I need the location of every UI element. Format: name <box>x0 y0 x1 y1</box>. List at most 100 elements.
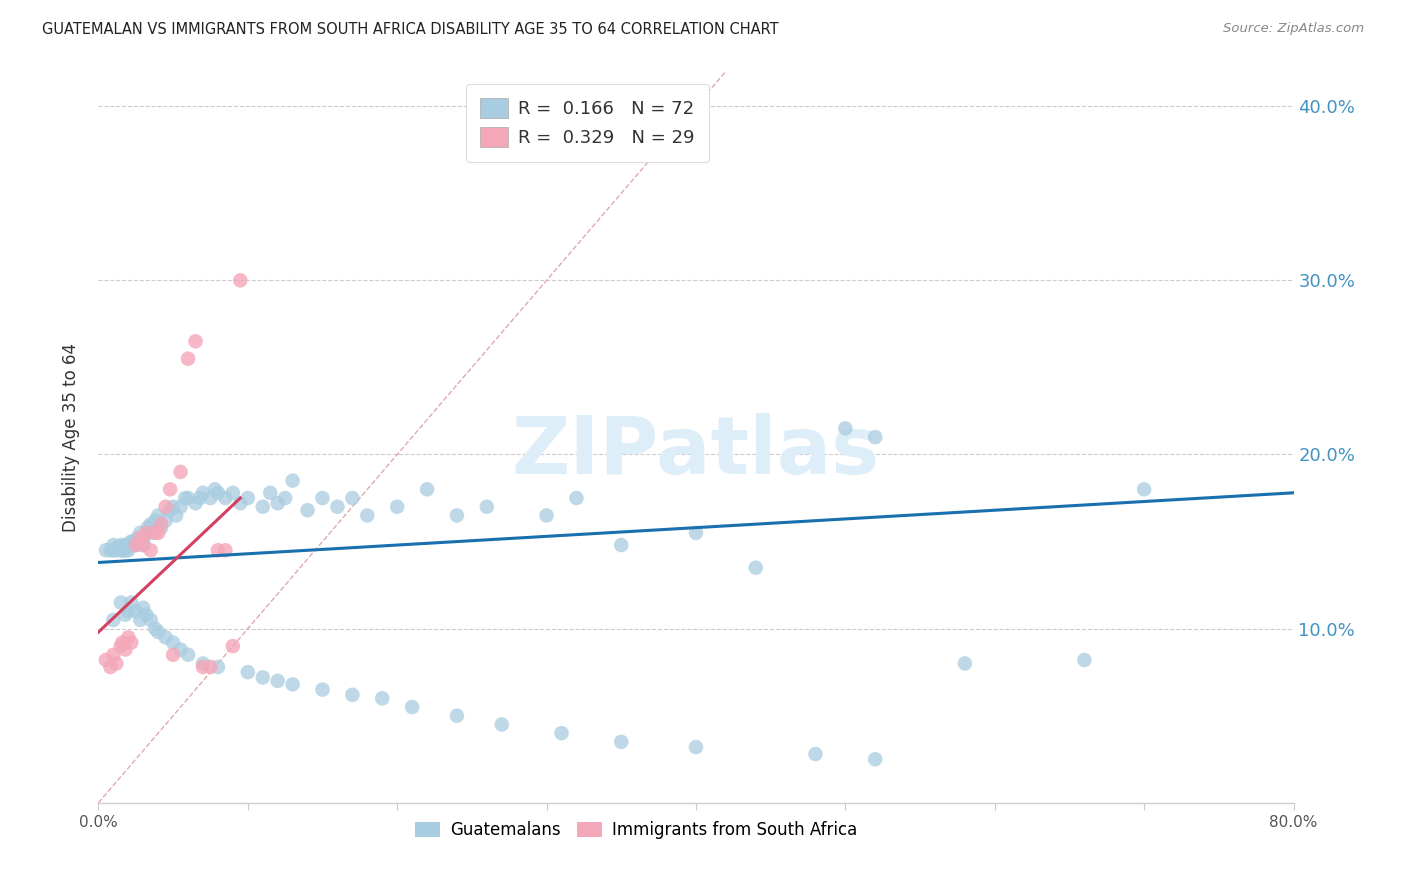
Point <box>169 642 191 657</box>
Point <box>281 677 304 691</box>
Point <box>103 648 125 662</box>
Y-axis label: Disability Age 35 to 64: Disability Age 35 to 64 <box>62 343 80 532</box>
Point <box>550 726 572 740</box>
Point <box>103 538 125 552</box>
Point <box>834 421 856 435</box>
Point <box>139 525 162 540</box>
Point <box>115 538 138 552</box>
Point <box>120 538 142 552</box>
Point <box>685 525 707 540</box>
Point <box>207 660 229 674</box>
Point <box>169 465 191 479</box>
Point <box>155 500 177 514</box>
Point <box>267 496 290 510</box>
Point <box>229 273 252 287</box>
Point <box>207 485 229 500</box>
Point <box>135 607 157 622</box>
Point <box>136 521 159 535</box>
Point <box>143 525 166 540</box>
Text: Source: ZipAtlas.com: Source: ZipAtlas.com <box>1223 22 1364 36</box>
Point <box>155 514 177 528</box>
Point <box>127 531 149 545</box>
Point <box>159 503 181 517</box>
Point <box>125 538 148 552</box>
Text: GUATEMALAN VS IMMIGRANTS FROM SOUTH AFRICA DISABILITY AGE 35 TO 64 CORRELATION C: GUATEMALAN VS IMMIGRANTS FROM SOUTH AFRI… <box>42 22 779 37</box>
Point <box>110 538 132 552</box>
Point <box>371 691 394 706</box>
Point <box>177 648 200 662</box>
Point <box>745 560 768 574</box>
Point <box>252 500 274 514</box>
Point <box>475 500 498 514</box>
Point <box>1073 653 1095 667</box>
Point <box>117 543 139 558</box>
Point <box>385 500 409 514</box>
Point <box>536 508 558 523</box>
Point <box>125 604 148 618</box>
Point <box>342 688 364 702</box>
Point <box>610 735 633 749</box>
Point <box>150 517 173 532</box>
Point <box>132 538 155 552</box>
Point <box>98 660 122 674</box>
Point <box>169 500 191 514</box>
Point <box>297 503 319 517</box>
Point <box>148 625 170 640</box>
Point <box>117 604 139 618</box>
Point <box>165 508 187 523</box>
Point <box>114 543 136 558</box>
Point <box>214 543 236 558</box>
Point <box>177 491 200 505</box>
Point <box>311 682 333 697</box>
Point <box>120 595 142 609</box>
Point <box>114 642 136 657</box>
Point <box>214 491 236 505</box>
Point <box>177 351 200 366</box>
Point <box>94 653 117 667</box>
Text: ZIPatlas: ZIPatlas <box>512 413 880 491</box>
Point <box>139 543 162 558</box>
Point <box>103 543 125 558</box>
Point <box>804 747 827 761</box>
Point <box>117 631 139 645</box>
Point <box>416 483 439 497</box>
Point <box>159 483 181 497</box>
Point <box>132 538 155 552</box>
Point <box>120 534 142 549</box>
Point <box>143 622 166 636</box>
Legend: Guatemalans, Immigrants from South Africa: Guatemalans, Immigrants from South Afric… <box>408 814 865 846</box>
Point <box>222 485 245 500</box>
Point <box>311 491 333 505</box>
Point <box>446 508 468 523</box>
Point <box>143 514 166 528</box>
Point <box>107 540 129 554</box>
Point <box>184 334 207 349</box>
Point <box>184 496 207 510</box>
Point <box>155 631 177 645</box>
Point <box>259 485 281 500</box>
Point <box>1133 483 1156 497</box>
Point <box>191 660 214 674</box>
Point <box>103 613 125 627</box>
Point <box>132 600 155 615</box>
Point <box>236 491 259 505</box>
Point <box>610 538 633 552</box>
Point <box>865 430 887 444</box>
Point <box>342 491 364 505</box>
Point <box>162 500 184 514</box>
Point <box>129 525 152 540</box>
Point <box>236 665 259 680</box>
Point <box>252 670 274 684</box>
Point <box>125 534 148 549</box>
Point <box>98 543 122 558</box>
Point <box>953 657 976 671</box>
Point <box>117 538 139 552</box>
Point <box>191 485 214 500</box>
Point <box>685 740 707 755</box>
Point <box>94 543 117 558</box>
Point <box>112 543 135 558</box>
Point <box>356 508 378 523</box>
Point <box>865 752 887 766</box>
Point <box>191 657 214 671</box>
Point <box>148 508 170 523</box>
